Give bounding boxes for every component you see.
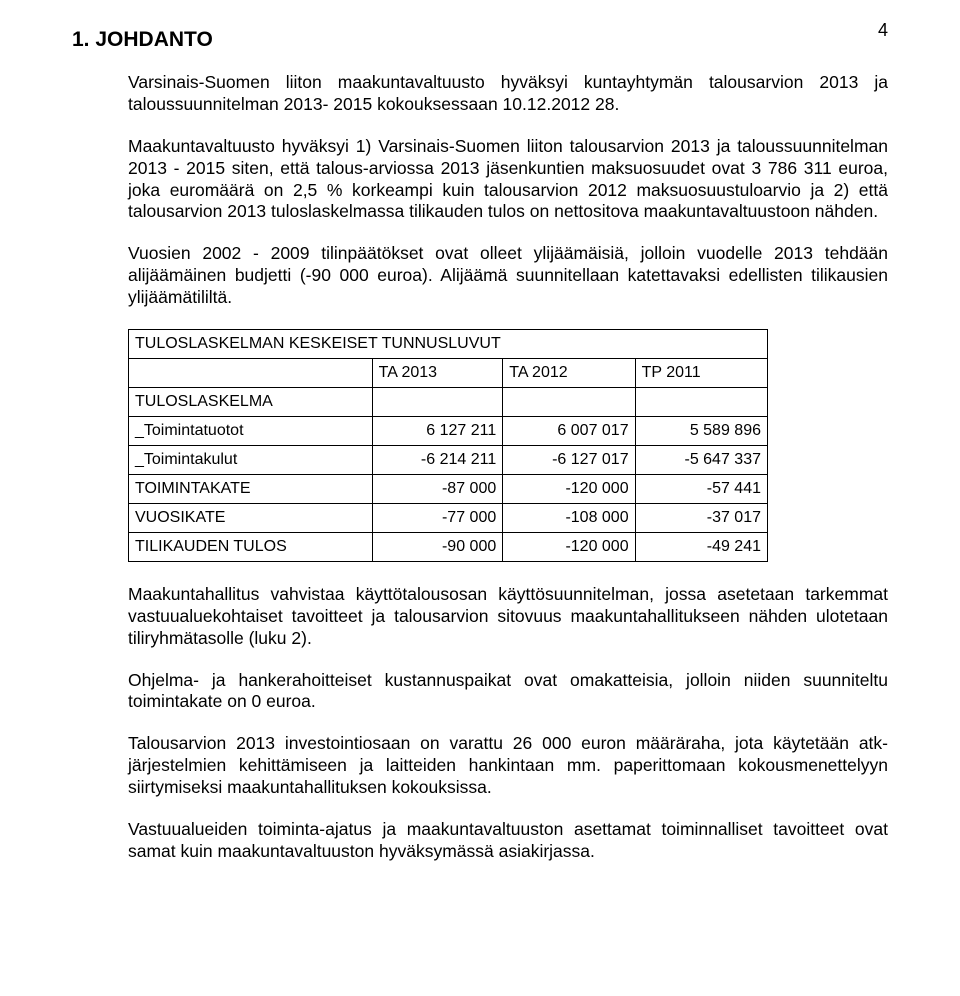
table-cell: 6 007 017: [503, 416, 635, 445]
paragraph-6: Talousarvion 2013 investointiosaan on va…: [128, 733, 888, 799]
table-cell: -77 000: [372, 503, 503, 532]
table-cell: -90 000: [372, 532, 503, 561]
table-cell: -49 241: [635, 532, 767, 561]
table-cell: -6 127 017: [503, 445, 635, 474]
table-cell: -120 000: [503, 532, 635, 561]
body-block: Varsinais-Suomen liiton maakuntavaltuust…: [128, 72, 888, 863]
table-row: _Toimintakulut -6 214 211 -6 127 017 -5 …: [129, 445, 768, 474]
table-cell: -108 000: [503, 503, 635, 532]
table-cell: [372, 387, 503, 416]
table-col-3: TP 2011: [635, 358, 767, 387]
table-row-label: VUOSIKATE: [129, 503, 373, 532]
table-cell: -87 000: [372, 474, 503, 503]
table-cell: [635, 387, 767, 416]
table-row: TILIKAUDEN TULOS -90 000 -120 000 -49 24…: [129, 532, 768, 561]
table-row-label: _Toimintakulut: [129, 445, 373, 474]
table-cell: -5 647 337: [635, 445, 767, 474]
paragraph-5: Ohjelma- ja hankerahoitteiset kustannusp…: [128, 670, 888, 714]
paragraph-4: Maakuntahallitus vahvistaa käyttötalouso…: [128, 584, 888, 650]
table-section-label: TULOSLASKELMA: [129, 387, 373, 416]
table-cell: 6 127 211: [372, 416, 503, 445]
summary-table: TULOSLASKELMAN KESKEISET TUNNUSLUVUT TA …: [128, 329, 768, 562]
table-cell: 5 589 896: [635, 416, 767, 445]
table-cell: [503, 387, 635, 416]
table-col-0: [129, 358, 373, 387]
table-cell: -6 214 211: [372, 445, 503, 474]
table-title: TULOSLASKELMAN KESKEISET TUNNUSLUVUT: [129, 329, 768, 358]
table-row: _Toimintatuotot 6 127 211 6 007 017 5 58…: [129, 416, 768, 445]
table-row-label: _Toimintatuotot: [129, 416, 373, 445]
table-cell: -57 441: [635, 474, 767, 503]
page-number: 4: [878, 20, 888, 41]
paragraph-2: Maakuntavaltuusto hyväksyi 1) Varsinais-…: [128, 136, 888, 224]
table-title-row: TULOSLASKELMAN KESKEISET TUNNUSLUVUT: [129, 329, 768, 358]
table-cell: -37 017: [635, 503, 767, 532]
table-row-label: TILIKAUDEN TULOS: [129, 532, 373, 561]
paragraph-3: Vuosien 2002 - 2009 tilinpäätökset ovat …: [128, 243, 888, 309]
paragraph-1: Varsinais-Suomen liiton maakuntavaltuust…: [128, 72, 888, 116]
table-row: VUOSIKATE -77 000 -108 000 -37 017: [129, 503, 768, 532]
page-heading: 1. JOHDANTO: [72, 28, 888, 52]
table-cell: -120 000: [503, 474, 635, 503]
table-row-label: TOIMINTAKATE: [129, 474, 373, 503]
table-header-row: TA 2013 TA 2012 TP 2011: [129, 358, 768, 387]
table-row: TOIMINTAKATE -87 000 -120 000 -57 441: [129, 474, 768, 503]
paragraph-7: Vastuualueiden toiminta-ajatus ja maakun…: [128, 819, 888, 863]
table-col-2: TA 2012: [503, 358, 635, 387]
table-col-1: TA 2013: [372, 358, 503, 387]
table-section-row: TULOSLASKELMA: [129, 387, 768, 416]
page: 4 1. JOHDANTO Varsinais-Suomen liiton ma…: [0, 0, 960, 996]
